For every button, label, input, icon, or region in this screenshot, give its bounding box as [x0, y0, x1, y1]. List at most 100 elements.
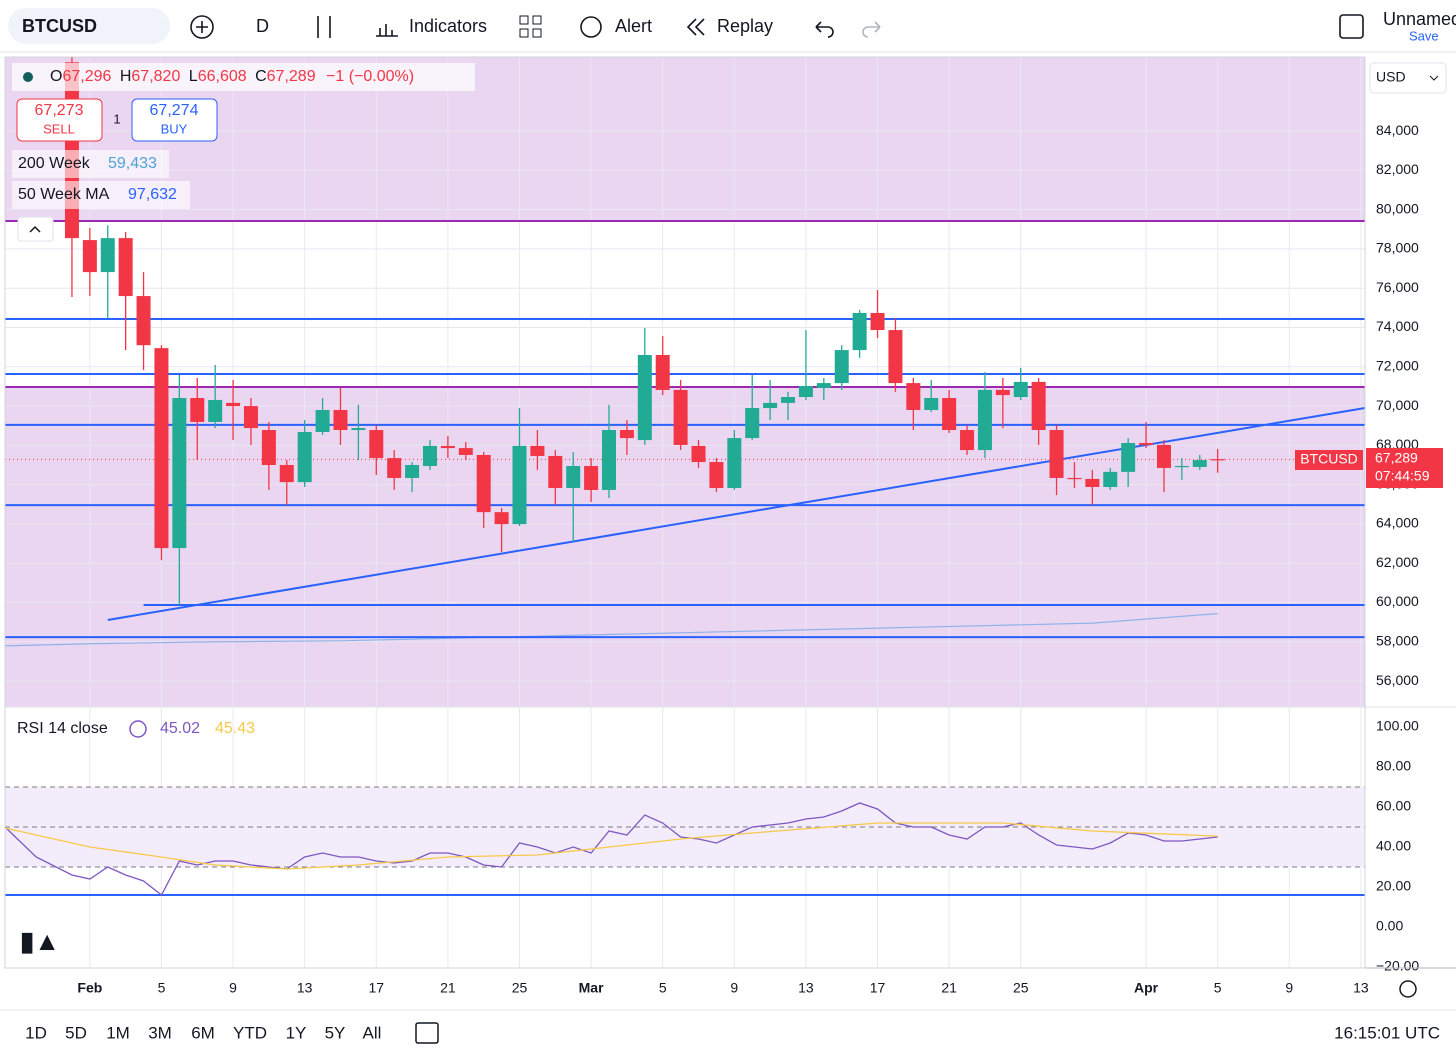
price-tag-symbol-bg — [1295, 450, 1363, 470]
currency[interactable]: USD — [1376, 69, 1406, 85]
symbol[interactable]: BTCUSD — [22, 16, 97, 36]
candle-body — [297, 431, 312, 483]
y-tick-label: 60,000 — [1376, 593, 1419, 609]
replay-button[interactable]: Replay — [717, 16, 773, 36]
candle-body — [1139, 442, 1154, 445]
replay-icon[interactable] — [686, 18, 705, 36]
y-tick-label: 0.00 — [1376, 918, 1403, 934]
candle-body — [333, 409, 348, 431]
candle-body — [709, 462, 724, 488]
x-tick-label: 21 — [941, 980, 957, 996]
candle-body — [995, 389, 1010, 396]
candle-body — [1174, 465, 1189, 468]
buy-label[interactable]: BUY — [161, 121, 188, 136]
undo-button[interactable] — [815, 21, 834, 38]
save-button[interactable]: Save — [1409, 28, 1439, 43]
range-button[interactable]: 1Y — [286, 1023, 307, 1042]
spread: 1 — [113, 111, 120, 126]
y-tick-label: 64,000 — [1376, 515, 1419, 531]
change: −1 (−0.00%) — [326, 68, 414, 85]
ma50-label: 50 Week MA — [18, 186, 110, 203]
candle-body — [136, 296, 151, 346]
indicators-button[interactable]: Indicators — [409, 16, 487, 36]
settings-button[interactable] — [1399, 980, 1417, 998]
x-tick-label: 17 — [368, 980, 384, 996]
y-tick-label: 40.00 — [1376, 838, 1411, 854]
x-tick-label: 13 — [297, 980, 313, 996]
candle-body — [1031, 381, 1046, 431]
x-tick-label: Apr — [1134, 980, 1159, 996]
range-button[interactable]: 5Y — [325, 1023, 346, 1042]
alert-button[interactable]: Alert — [615, 16, 652, 36]
candle-body — [190, 398, 205, 422]
candle-body — [942, 398, 957, 431]
y-tick-label: 84,000 — [1376, 122, 1419, 138]
buy-price[interactable]: 67,274 — [150, 102, 199, 119]
interval[interactable]: D — [256, 16, 269, 36]
candle-body — [82, 240, 97, 273]
layout-icon[interactable] — [519, 15, 529, 25]
y-tick-label: 56,000 — [1376, 672, 1419, 688]
y-tick-label: 82,000 — [1376, 161, 1419, 177]
alert-icon[interactable] — [580, 16, 602, 38]
x-tick-label: 5 — [158, 980, 166, 996]
range-button[interactable]: 1D — [25, 1023, 47, 1042]
candle-body — [118, 238, 133, 297]
rsi-line — [4, 802, 1218, 896]
range-bar: 1D 5D 1M 3M 6M YTD 1Y 5Y All — [25, 1023, 381, 1042]
ma200-line — [4, 613, 1218, 647]
redo-button[interactable] — [862, 21, 881, 38]
range-button[interactable]: All — [363, 1023, 382, 1042]
candle-body — [906, 383, 921, 410]
buy-button[interactable] — [131, 98, 218, 142]
collapse-button[interactable] — [17, 216, 54, 242]
candle-body — [1103, 471, 1118, 487]
candle-body — [691, 445, 706, 463]
ma200-label: 200 Week — [18, 155, 91, 172]
candle-body — [960, 430, 975, 451]
x-tick-label: 13 — [798, 980, 814, 996]
candle-body — [655, 354, 670, 390]
compare-button[interactable] — [190, 15, 214, 39]
date-range-button[interactable] — [415, 1022, 439, 1044]
chart-type-icon[interactable] — [317, 16, 331, 38]
rsi-line — [4, 822, 1218, 870]
y-tick-label: 74,000 — [1376, 318, 1419, 334]
candle-body — [279, 464, 294, 483]
range-button[interactable]: 5D — [65, 1023, 87, 1042]
layout-icon — [532, 28, 542, 38]
sell-button[interactable] — [16, 98, 103, 142]
rsi-ma-value: 45.43 — [215, 720, 255, 737]
rsi-value: 45.02 — [160, 720, 200, 737]
sell-price[interactable]: 67,273 — [35, 102, 84, 119]
legend-bg — [12, 150, 169, 178]
price-tag-value: 67,289 — [1375, 450, 1418, 466]
currency-button[interactable] — [1369, 62, 1447, 94]
candle-body — [387, 458, 402, 478]
x-tick-label: Mar — [579, 980, 604, 996]
ma200-value: 59,433 — [108, 155, 157, 172]
layout-name[interactable]: Unnamed — [1383, 9, 1456, 29]
range-button[interactable]: YTD — [233, 1023, 267, 1042]
range-button[interactable]: 3M — [148, 1023, 172, 1042]
y-tick-label: 62,000 — [1376, 554, 1419, 570]
candle-body — [530, 445, 545, 456]
ohlc: O67,296 H67,820 L66,608 C67,289 −1 (−0.0… — [50, 68, 414, 85]
y-tick-label: 20.00 — [1376, 878, 1411, 894]
y-tick-label: 76,000 — [1376, 279, 1419, 295]
candle-body — [870, 312, 885, 331]
range-button[interactable]: 1M — [106, 1023, 130, 1042]
c-value: 67,289 — [267, 68, 316, 85]
layout-icon — [532, 15, 542, 25]
candle-body — [566, 465, 581, 488]
candle-body — [798, 386, 813, 398]
indicators-icon — [376, 24, 398, 37]
candle-body — [100, 238, 115, 273]
candle-body — [816, 383, 831, 388]
layout-button[interactable] — [1339, 14, 1364, 39]
symbol-search[interactable] — [8, 8, 170, 44]
range-button[interactable]: 6M — [191, 1023, 215, 1042]
sell-label[interactable]: SELL — [43, 121, 75, 136]
h-label: H — [120, 68, 132, 85]
